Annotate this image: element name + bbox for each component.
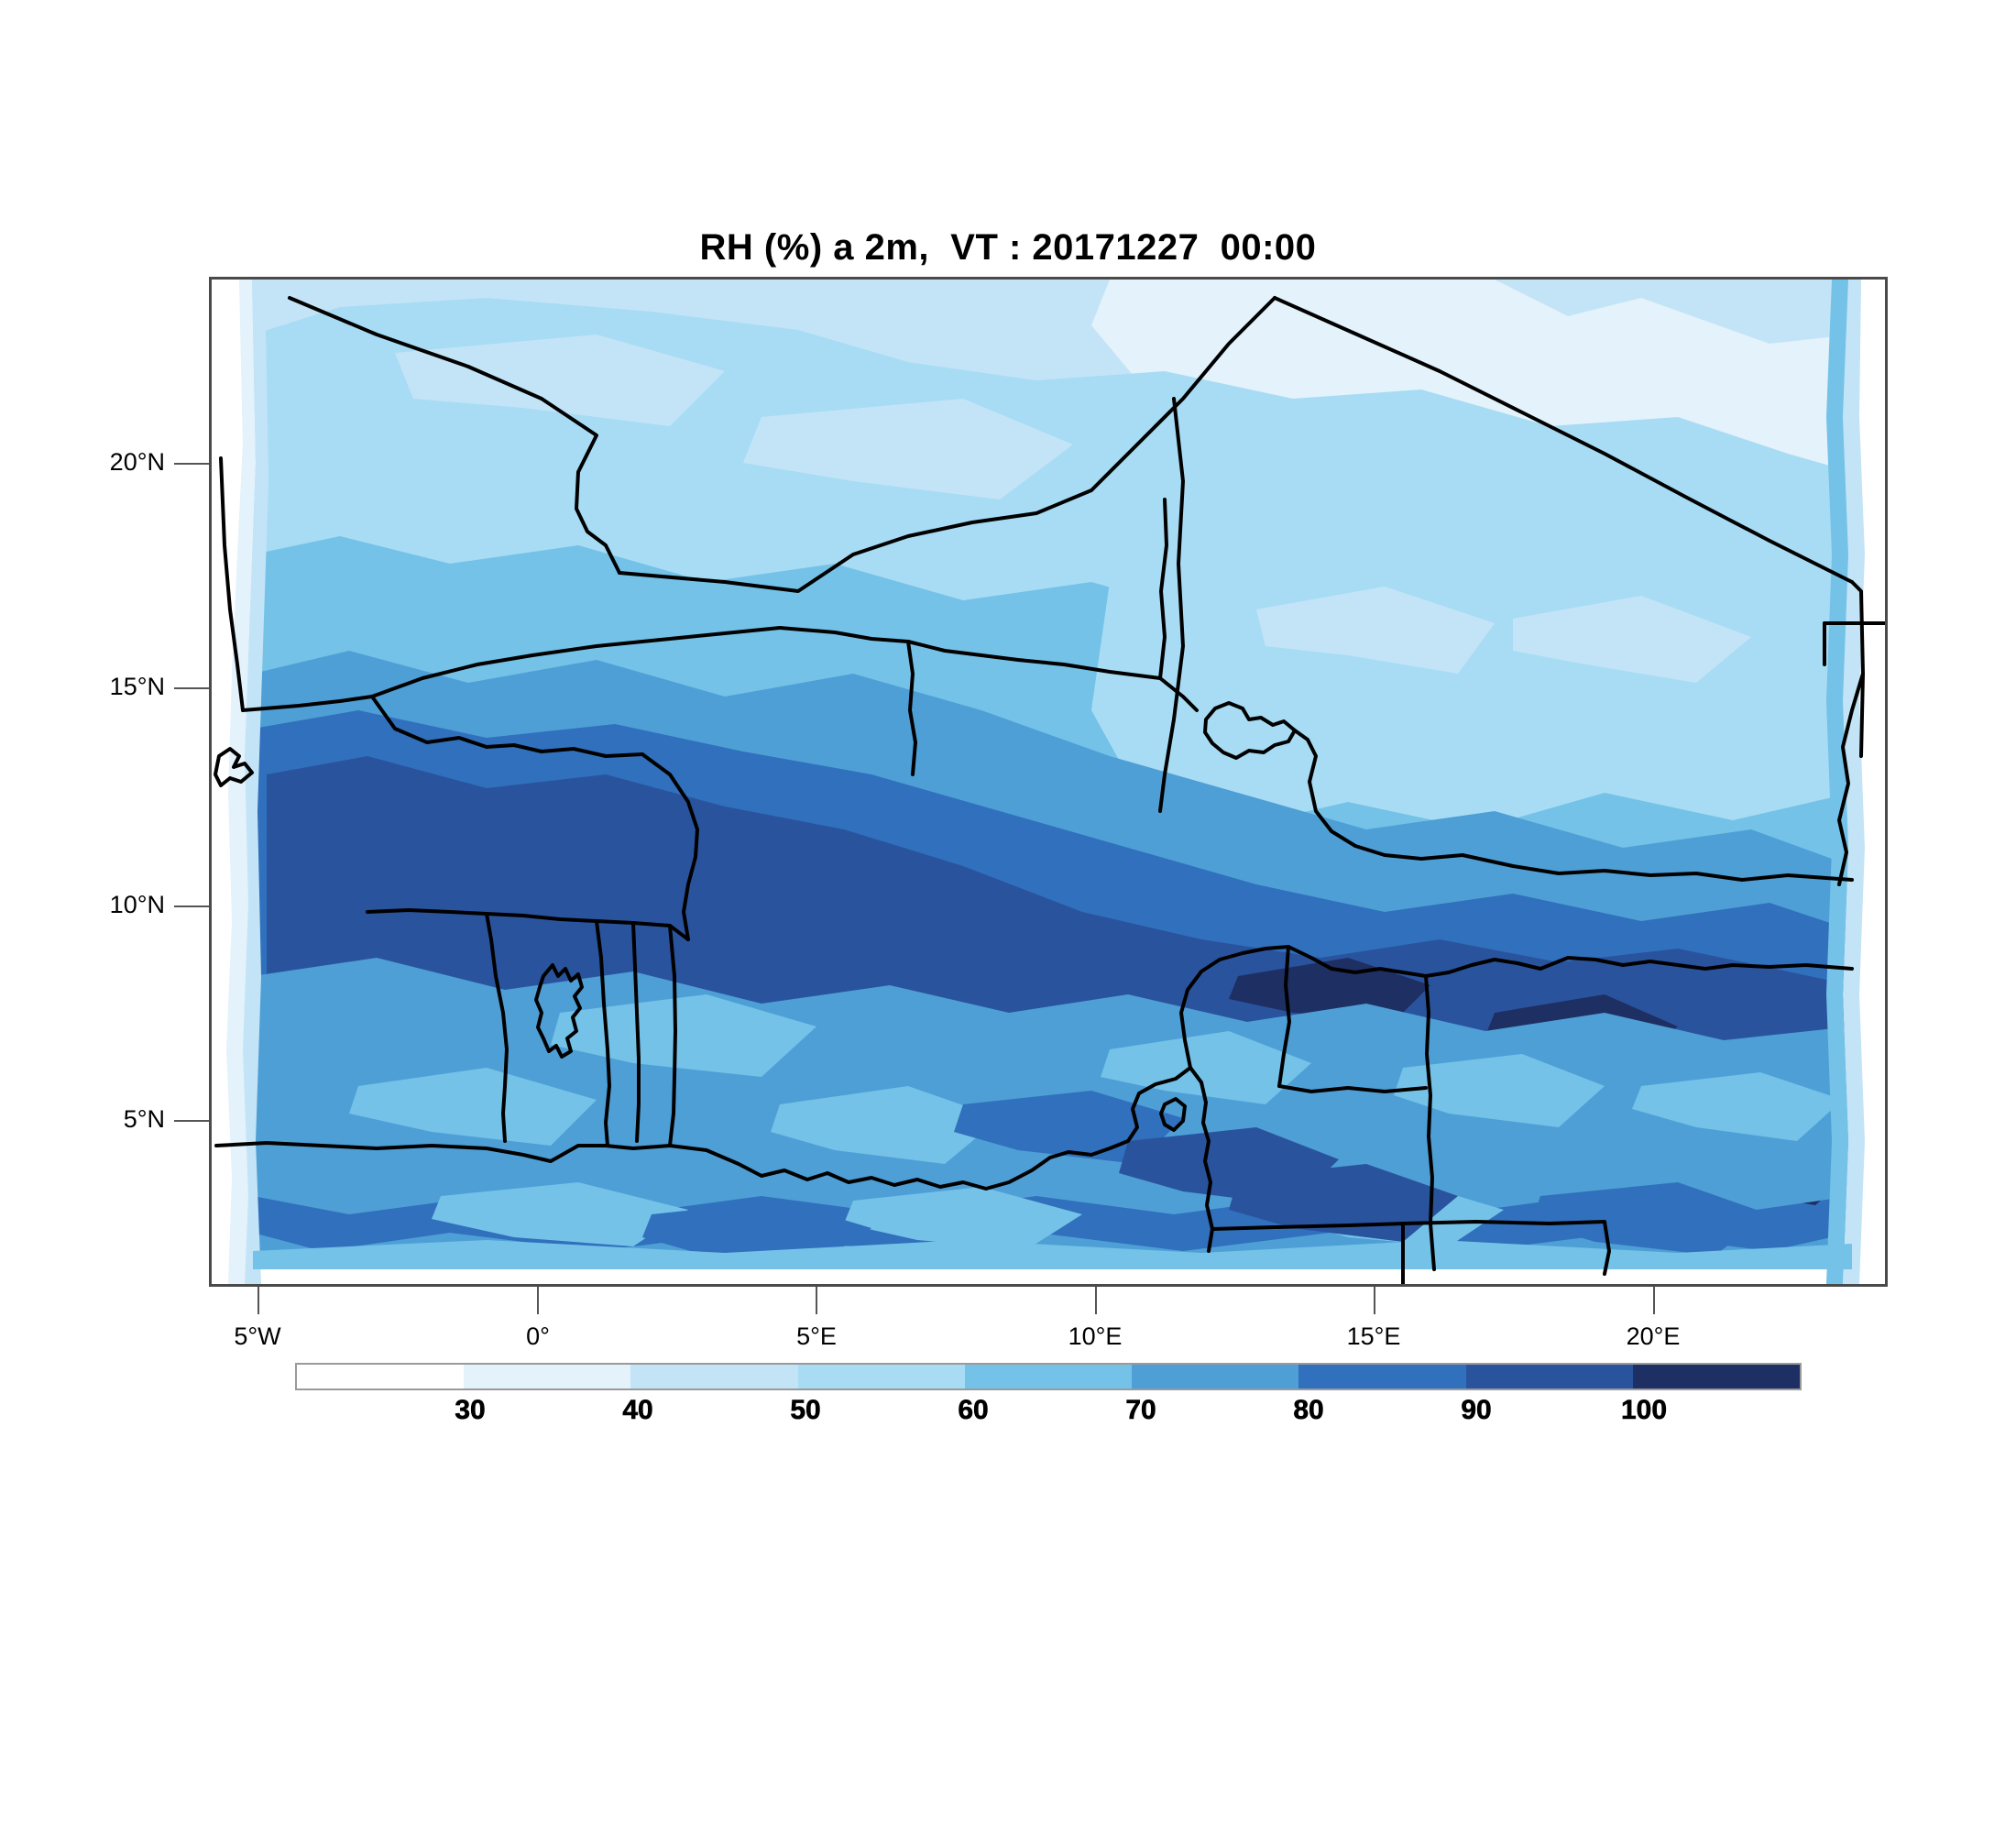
colorbar-tick-label-40: 40 [622,1395,653,1426]
colorbar-segment-4 [964,1365,1133,1388]
colorbar-tick-label-70: 70 [1125,1395,1156,1426]
colorbar-segment-0 [297,1365,465,1388]
colorbar-segment-3 [797,1365,965,1388]
map-plot-area[interactable] [209,277,1888,1287]
colorbar-tick-label-80: 80 [1293,1395,1324,1426]
page-title: RH (%) a 2m, VT : 20171227 00:00 [699,227,1317,268]
ytick-mark-10N [174,906,209,907]
xtick-label-20E: 20°E [1626,1323,1681,1350]
xtick-label-15E: 15°E [1346,1323,1401,1350]
country-borders-layer [214,296,1885,1284]
contour-map [212,280,1885,1284]
ytick-label-5N: 5°N [123,1105,165,1133]
ytick-mark-5N [174,1120,209,1122]
colorbar-segment-7 [1465,1365,1633,1388]
colorbar-segment-2 [630,1365,798,1388]
xtick-mark-5E [816,1287,817,1314]
colorbar-tick-label-50: 50 [790,1395,821,1426]
ytick-label-15N: 15°N [109,673,165,700]
xtick-label-0: 0° [526,1323,550,1350]
xtick-label-5E: 5°E [796,1323,837,1350]
colorbar-tick-label-60: 60 [958,1395,989,1426]
colorbar-tick-label-100: 100 [1620,1395,1668,1426]
colorbar-segment-8 [1632,1365,1800,1388]
xtick-mark-20E [1653,1287,1655,1314]
ytick-mark-20N [174,463,209,465]
xtick-mark-15E [1374,1287,1375,1314]
ytick-mark-15N [174,687,209,689]
xtick-label-10E: 10°E [1068,1323,1123,1350]
ytick-label-10N: 10°N [109,891,165,918]
colorbar[interactable] [295,1363,1802,1390]
colorbar-segment-1 [464,1365,631,1388]
colorbar-tick-label-90: 90 [1461,1395,1492,1426]
colorbar-segment-5 [1132,1365,1299,1388]
xtick-mark-0 [537,1287,539,1314]
ytick-label-20N: 20°N [109,448,165,476]
xtick-label-5W: 5°W [234,1323,281,1350]
colorbar-tick-label-30: 30 [455,1395,486,1426]
colorbar-segment-6 [1298,1365,1466,1388]
xtick-mark-5W [257,1287,259,1314]
xtick-mark-10E [1095,1287,1097,1314]
